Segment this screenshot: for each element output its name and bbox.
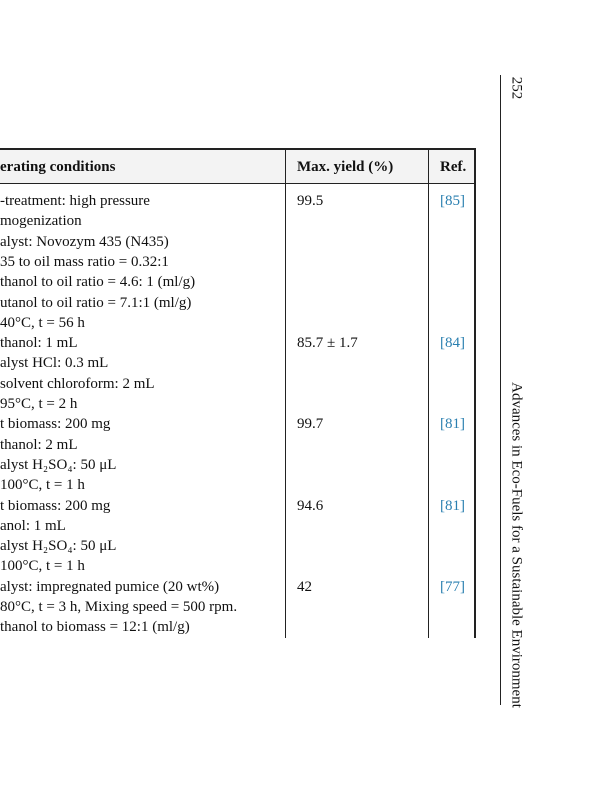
header-band: [0, 149, 475, 183]
condition-line: alyst: impregnated pumice (20 wt%): [0, 578, 220, 595]
condition-line: t biomass: 200 mg: [0, 416, 111, 433]
ref-link[interactable]: [81]: [440, 497, 465, 514]
condition-line: 95°C, t = 2 h: [0, 396, 78, 412]
condition-line: alyst H₂SO₄: 50 μL: [0, 456, 117, 473]
condition-line: thanol to biomass = 12:1 (ml/g): [0, 619, 190, 636]
condition-line: 100°C, t = 1 h: [0, 477, 85, 494]
yield-cell: 99.5: [297, 193, 324, 209]
rule: [0, 183, 476, 184]
condition-line: -treatment: high pressure: [0, 193, 150, 209]
ref-link[interactable]: [84]: [440, 335, 465, 352]
yield-cell: 85.7 ± 1.7: [297, 335, 358, 352]
condition-line: alyst HCl: 0.3 mL: [0, 355, 109, 372]
rule: [500, 75, 501, 705]
condition-line: utanol to oil ratio = 7.1:1 (ml/g): [0, 294, 192, 311]
condition-line: mogenization: [0, 213, 82, 230]
condition-line: 40°C, t = 56 h: [0, 314, 85, 331]
rule: [428, 148, 429, 638]
header-cell: erating conditions: [0, 159, 116, 175]
yield-cell: 42: [297, 578, 312, 595]
rule: [285, 148, 286, 638]
rule: [474, 148, 476, 638]
condition-line: alyst: Novozym 435 (N435): [0, 233, 169, 250]
page-number: 252: [508, 76, 525, 100]
header-cell: Max. yield (%): [297, 159, 394, 175]
yield-cell: 99.7: [297, 416, 324, 433]
condition-line: thanol: 1 mL: [0, 335, 78, 352]
condition-line: t biomass: 200 mg: [0, 497, 111, 514]
header-cell: Ref.: [440, 159, 467, 175]
ref-link[interactable]: [81]: [440, 416, 465, 433]
condition-line: 100°C, t = 1 h: [0, 558, 85, 575]
condition-line: alyst H₂SO₄: 50 μL: [0, 538, 117, 555]
ref-link[interactable]: [85]: [440, 193, 465, 209]
rule: [0, 148, 476, 150]
ref-link[interactable]: [77]: [440, 578, 465, 595]
running-title: Advances in Eco-Fuels for a Sustainable …: [508, 382, 525, 708]
condition-line: 80°C, t = 3 h, Mixing speed = 500 rpm.: [0, 599, 238, 615]
condition-line: 35 to oil mass ratio = 0.32:1: [0, 253, 169, 270]
condition-line: thanol: 2 mL: [0, 436, 78, 453]
yield-cell: 94.6: [297, 497, 324, 514]
condition-line: anol: 1 mL: [0, 517, 66, 534]
condition-line: solvent chloroform: 2 mL: [0, 375, 155, 392]
condition-line: thanol to oil ratio = 4.6: 1 (ml/g): [0, 274, 196, 291]
table: erating conditions Max. yield (%) Ref. 9…: [0, 148, 476, 638]
